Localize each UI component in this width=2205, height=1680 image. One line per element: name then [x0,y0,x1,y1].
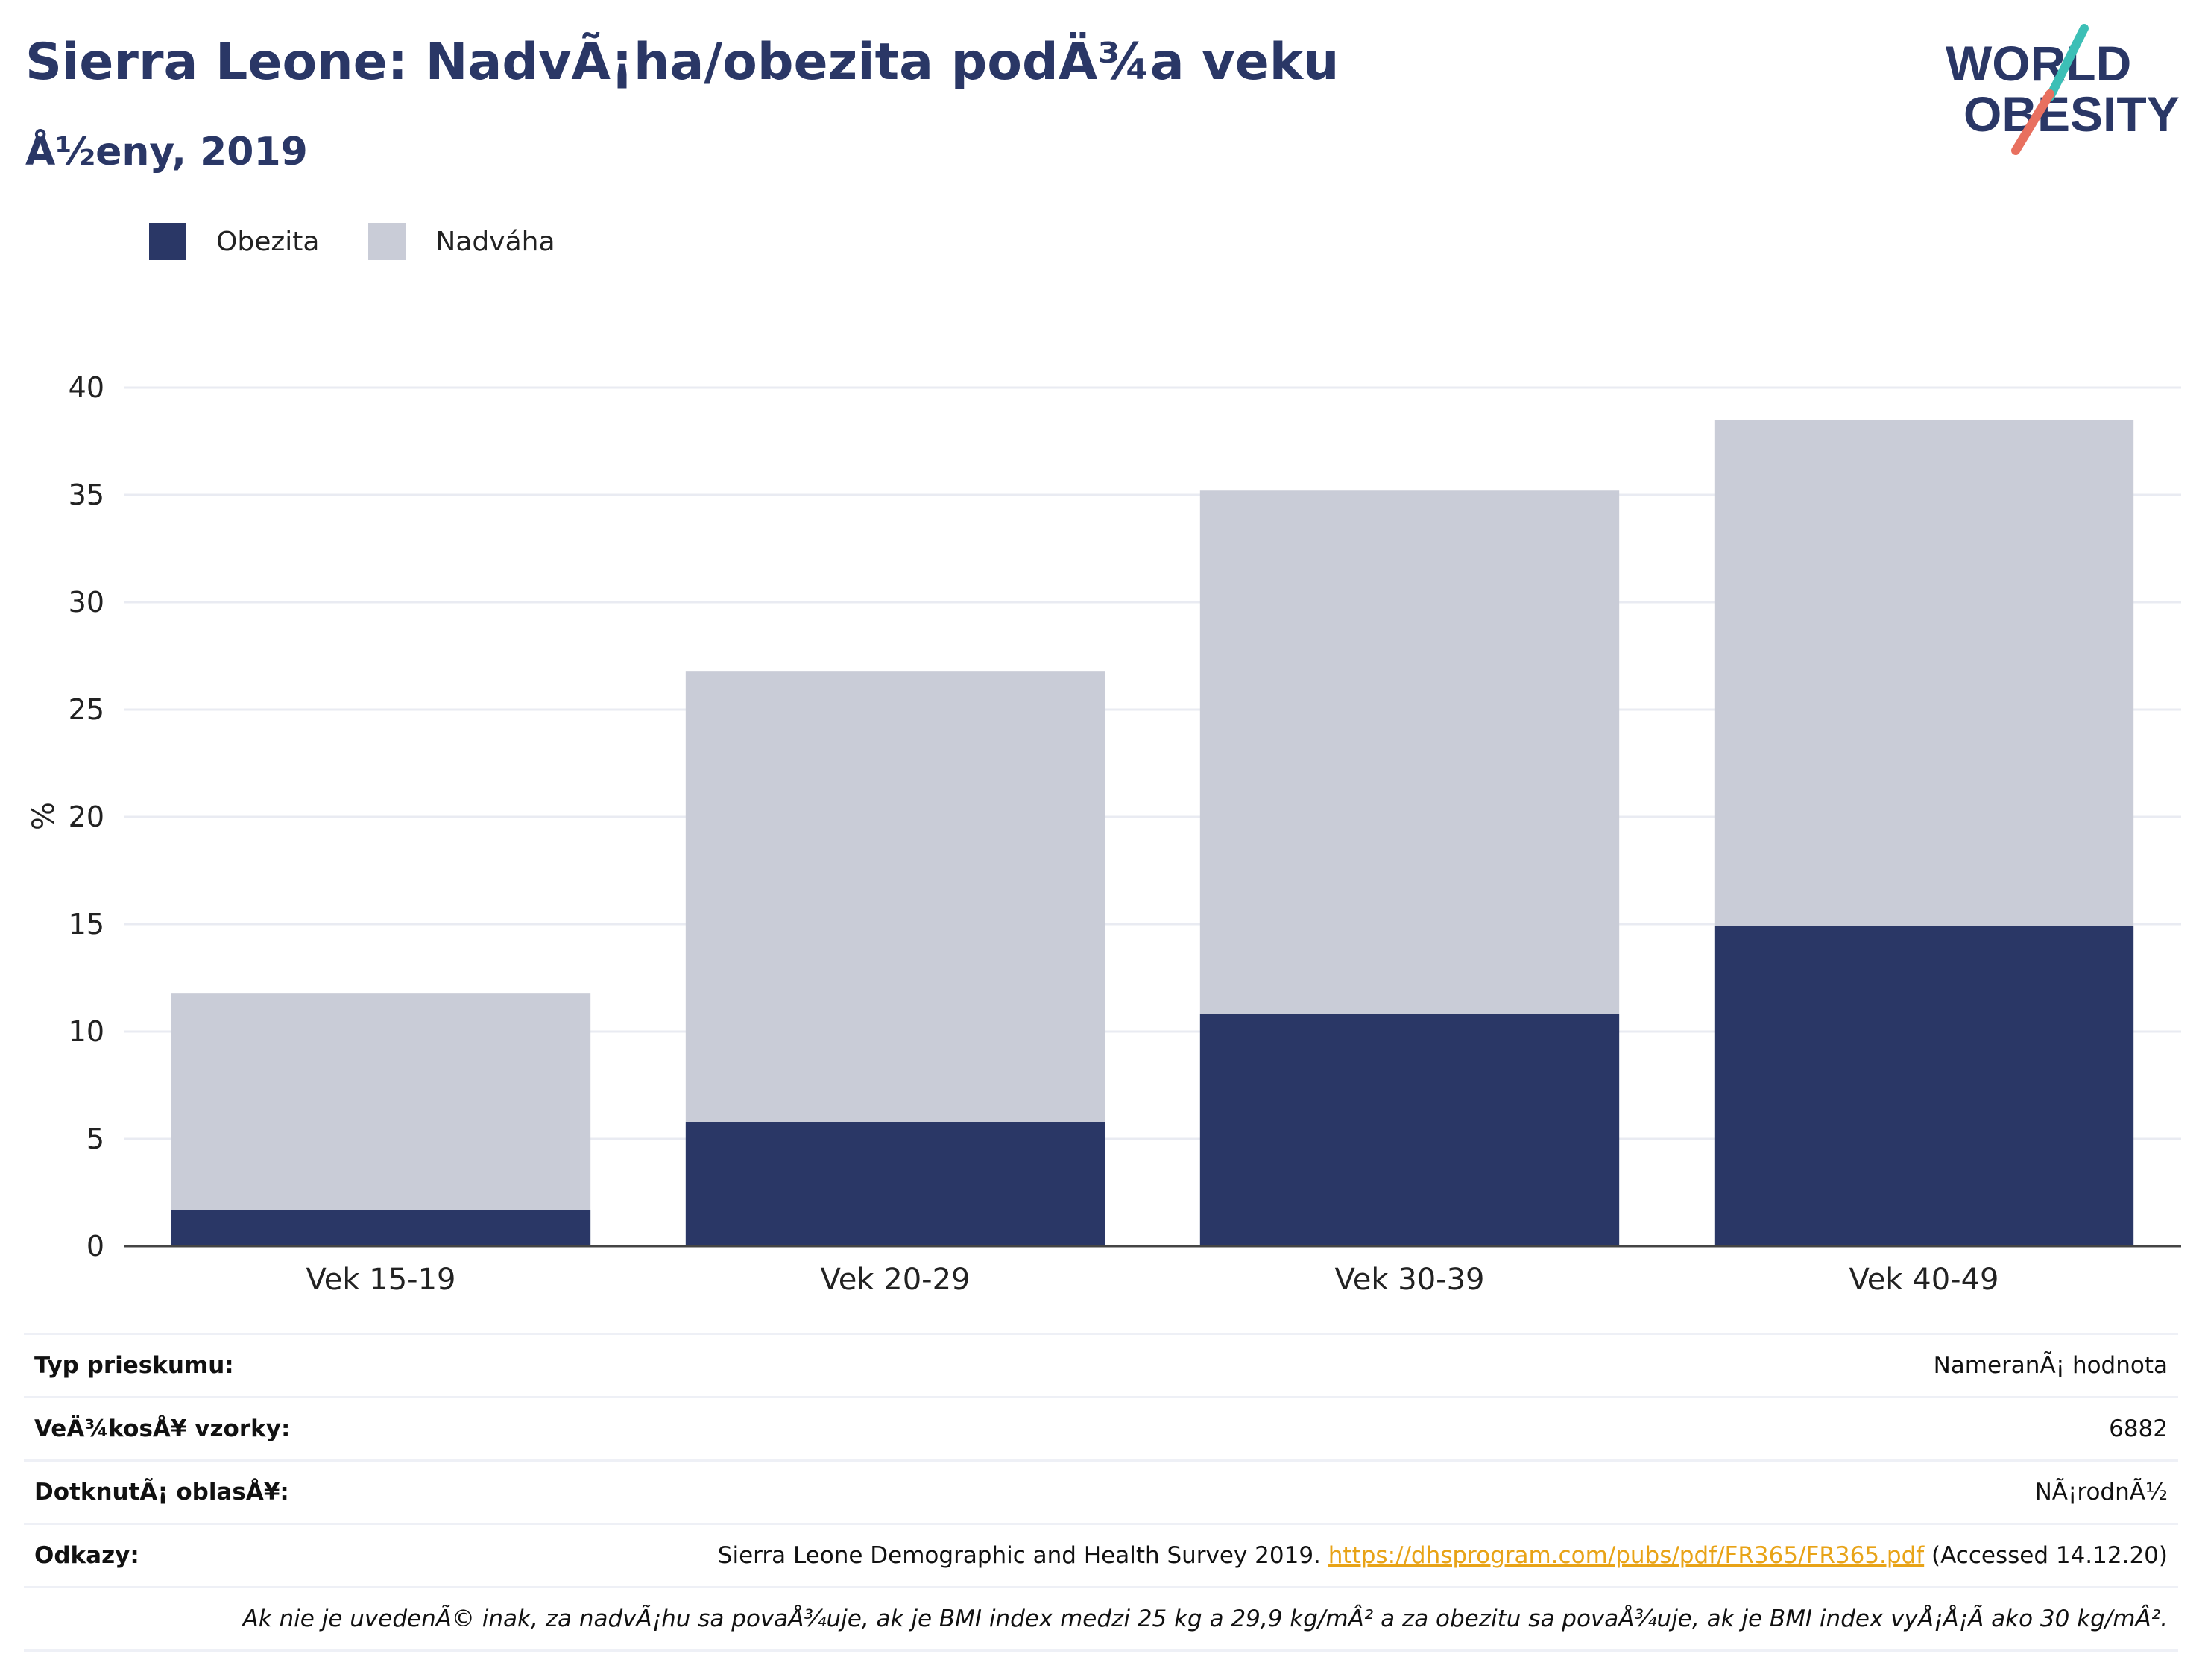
references-accessed: (Accessed 14.12.20) [1931,1542,2168,1569]
sample-size-value: 6882 [2109,1415,2168,1442]
sample-size-label: VeÄ¾kosÅ¥ vzorky: [34,1415,291,1442]
y-tick-label: 30 [69,586,104,619]
survey-type-value: NameranÃ¡ hodnota [1933,1352,2168,1379]
bar-nadvaha-3 [1199,490,1620,1014]
bar-nadvaha-4 [1714,420,2134,926]
legend-label-nadvaha: Nadváha [435,226,555,257]
references-label: Odkazy: [34,1542,139,1569]
x-tick-label: Vek 40-49 [1849,1263,1999,1297]
survey-type-label: Typ prieskumu: [34,1352,234,1379]
info-row-area: DotknutÃ¡ oblasÅ¥: NÃ¡rodnÃ½ [24,1459,2178,1523]
legend-item-nadvaha: Nadváha [368,223,555,260]
info-row-survey-type: Typ prieskumu: NameranÃ¡ hodnota [24,1333,2178,1396]
x-tick-label: Vek 30-39 [1335,1263,1485,1297]
area-label: DotknutÃ¡ oblasÅ¥: [34,1479,289,1506]
y-tick-label: 20 [69,800,104,833]
area-value: NÃ¡rodnÃ½ [2034,1479,2168,1506]
x-tick-label: Vek 15-19 [306,1263,456,1297]
references-text: Sierra Leone Demographic and Health Surv… [717,1542,1321,1569]
logo-line-1: WORLD [1946,36,2131,91]
bar-obezita-4 [1714,926,2134,1246]
info-table: Typ prieskumu: NameranÃ¡ hodnota VeÄ¾kos… [24,1333,2178,1652]
y-tick-label: 5 [86,1122,104,1155]
info-row-sample-size: VeÄ¾kosÅ¥ vzorky: 6882 [24,1396,2178,1459]
legend-swatch-nadvaha [368,223,406,260]
bar-obezita-2 [685,1121,1105,1246]
info-row-references: Odkazy: Sierra Leone Demographic and Hea… [24,1523,2178,1586]
y-tick-label: 15 [69,908,104,941]
chart-title: Sierra Leone: NadvÃ¡ha/obezita podÄ¾a ve… [25,33,1340,92]
legend-swatch-obezita [149,223,186,260]
y-tick-label: 0 [86,1230,104,1263]
logo-line-2: OBESITY [1963,86,2180,142]
references-value: Sierra Leone Demographic and Health Surv… [718,1542,2178,1569]
info-row-note: Ak nie je uvedenÃ© inak, za nadvÃ¡hu sa … [24,1586,2178,1652]
bar-nadvaha-2 [685,671,1105,1122]
chart-subtitle: Å½eny, 2019 [25,130,308,174]
stacked-bar-chart: 0 5 10 15 20 25 30 35 40 Vek 15-19 Vek 20-29 Vek 30… [69,371,2181,1297]
y-tick-label: 10 [69,1015,104,1048]
bar-nadvaha-1 [171,993,591,1210]
y-tick-label: 40 [69,371,104,404]
logo-slash-coral [2011,89,2054,155]
bar-obezita-3 [1199,1014,1620,1246]
legend-item-obezita: Obezita [149,223,319,260]
references-link[interactable]: https://dhsprogram.com/pubs/pdf/FR365/FR… [1328,1542,1925,1569]
x-tick-label: Vek 20-29 [821,1263,971,1297]
y-axis-label: % [27,802,61,831]
definition-note: Ak nie je uvedenÃ© inak, za nadvÃ¡hu sa … [242,1605,2168,1632]
y-tick-label: 25 [69,693,104,726]
bar-obezita-1 [171,1210,591,1246]
y-tick-label: 35 [69,479,104,511]
legend-label-obezita: Obezita [216,226,320,257]
legend: Obezita Nadváha [149,221,605,262]
logo-slash-teal [2045,24,2089,101]
world-obesity-logo: WORLD OBESITY [1946,24,2180,155]
